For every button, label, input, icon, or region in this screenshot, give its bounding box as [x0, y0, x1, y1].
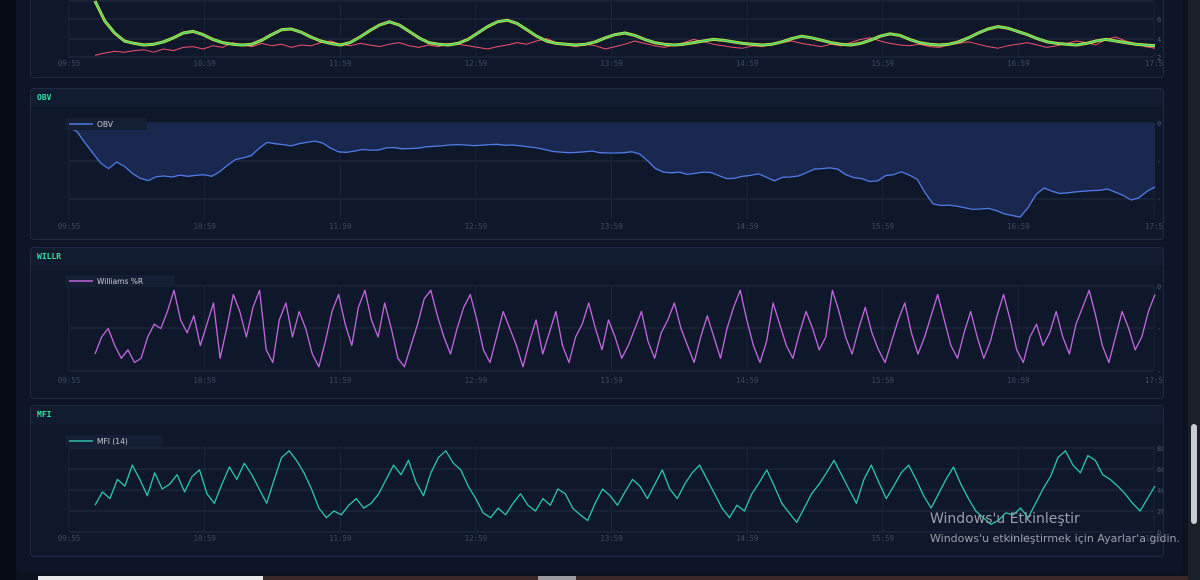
willr-panel: WILLR 0 - - 09:55 10:59 11:59 12:59 13:59 14:59 1…	[30, 247, 1164, 399]
y-tick-label: 6	[1157, 16, 1161, 24]
y-tick-label: 0	[1157, 120, 1161, 128]
activation-watermark-title: Windows'u Etkinleştir	[930, 511, 1080, 527]
legend-box	[65, 435, 163, 447]
x-tick-label: 09:55	[58, 222, 81, 231]
y-tick-label: 20	[1157, 508, 1163, 516]
price-indicator-chart: 6 4 2 09:55 10:59 11:59 12:59 13:59 14:59 15:59 16…	[58, 0, 1163, 68]
price-indicator-panel: 6 4 2 09:55 10:59 11:59 12:59 13:59 14:59 15:59 16…	[30, 0, 1164, 78]
obv-panel-title: OBV	[31, 89, 1163, 107]
x-tick-label: 15:59	[871, 59, 894, 68]
x-tick-label: 10:59	[193, 534, 216, 543]
x-tick-label: 11:59	[329, 534, 352, 543]
x-tick-label: 16:59	[1007, 59, 1030, 68]
scrollbar-thumb[interactable]	[1191, 424, 1197, 524]
y-tick-label: 2	[1157, 54, 1161, 62]
x-tick-label: 15:59	[871, 534, 894, 543]
x-tick-label: 14:59	[736, 376, 759, 385]
left-edge	[0, 0, 16, 580]
x-tick-label: 12:59	[465, 376, 488, 385]
x-tick-label: 09:55	[58, 59, 81, 68]
y-tick-label: -	[1157, 368, 1161, 376]
mfi-chart: 80 60 40 20 0 09:55 10:59 11:59 12:59 13:59 14:59 1…	[58, 435, 1163, 543]
x-tick-label: 12:59	[465, 222, 488, 231]
willr-chart: 0 - - 09:55 10:59 11:59 12:59 13:59 14:59 15:59 16…	[58, 275, 1163, 385]
legend-label: OBV	[97, 120, 114, 129]
x-tick-label: 10:59	[193, 222, 216, 231]
taskbar-segment	[576, 576, 1188, 580]
activation-watermark-subtitle: Windows'u etkinleştirmek için Ayarlar'a …	[930, 532, 1180, 545]
rsi-signal-line	[94, 0, 1156, 47]
taskbar-segment	[538, 576, 576, 580]
x-tick-label: 15:59	[871, 222, 894, 231]
x-tick-label: 17:5	[1145, 376, 1163, 385]
scrollbar-track[interactable]	[1188, 0, 1200, 580]
y-tick-label: 0	[1157, 529, 1161, 537]
y-tick-label: -	[1157, 158, 1161, 166]
taskbar-segment	[38, 576, 263, 580]
rsi-line	[94, 36, 1156, 56]
mfi-panel-title: MFI	[31, 406, 1163, 424]
x-tick-label: 13:59	[600, 59, 623, 68]
x-tick-label: 14:59	[736, 534, 759, 543]
x-tick-label: 11:59	[329, 222, 352, 231]
obv-area-fill	[69, 123, 1155, 218]
x-tick-label: 16:59	[1007, 376, 1030, 385]
x-tick-label: 17:5	[1145, 534, 1163, 543]
taskbar-segment	[263, 576, 538, 580]
legend-box	[65, 275, 175, 287]
y-tick-label: 4	[1157, 36, 1161, 44]
x-tick-label: 11:59	[329, 376, 352, 385]
y-tick-label: -	[1157, 325, 1161, 333]
legend-label: Williams %R	[97, 277, 143, 286]
obv-chart: 0 - - 09:55 10:59 11:59 12:59 13:59 14:59 15:59 16…	[58, 118, 1163, 231]
x-tick-label: 15:59	[871, 376, 894, 385]
legend-label: MFI (14)	[97, 437, 128, 446]
mfi-line	[94, 450, 1156, 526]
x-tick-label: 16:59	[1007, 222, 1030, 231]
x-tick-label: 14:59	[736, 222, 759, 231]
x-tick-label: 12:59	[465, 534, 488, 543]
legend-box	[65, 118, 147, 130]
y-tick-label: 40	[1157, 487, 1163, 495]
y-tick-label: 60	[1157, 466, 1163, 474]
x-tick-label: 17:5	[1145, 59, 1163, 68]
x-tick-label: 09:55	[58, 376, 81, 385]
x-tick-label: 10:59	[193, 59, 216, 68]
x-tick-label: 13:59	[600, 222, 623, 231]
x-tick-label: 13:59	[600, 376, 623, 385]
x-tick-label: 14:59	[736, 59, 759, 68]
y-tick-label: 0	[1157, 283, 1161, 291]
x-tick-label: 12:59	[465, 59, 488, 68]
y-tick-label: 80	[1157, 445, 1163, 453]
obv-panel: OBV 0 - - 09:55 10:59 11:59 12:59 13:59 14:59 15:…	[30, 88, 1164, 240]
mfi-panel: MFI 80 60 40 20 0 09:55 10:59 11:59 12:59 13:59 14…	[30, 405, 1164, 557]
willr-panel-title: WILLR	[31, 248, 1163, 266]
x-tick-label: 09:55	[58, 534, 81, 543]
obv-line	[68, 126, 1156, 218]
x-tick-label: 17:5	[1145, 222, 1163, 231]
x-tick-label: 16:59	[1007, 534, 1030, 543]
x-tick-label: 13:59	[600, 534, 623, 543]
x-tick-label: 10:59	[193, 376, 216, 385]
y-tick-label: -	[1157, 196, 1161, 204]
x-tick-label: 11:59	[329, 59, 352, 68]
willr-line	[94, 289, 1156, 368]
